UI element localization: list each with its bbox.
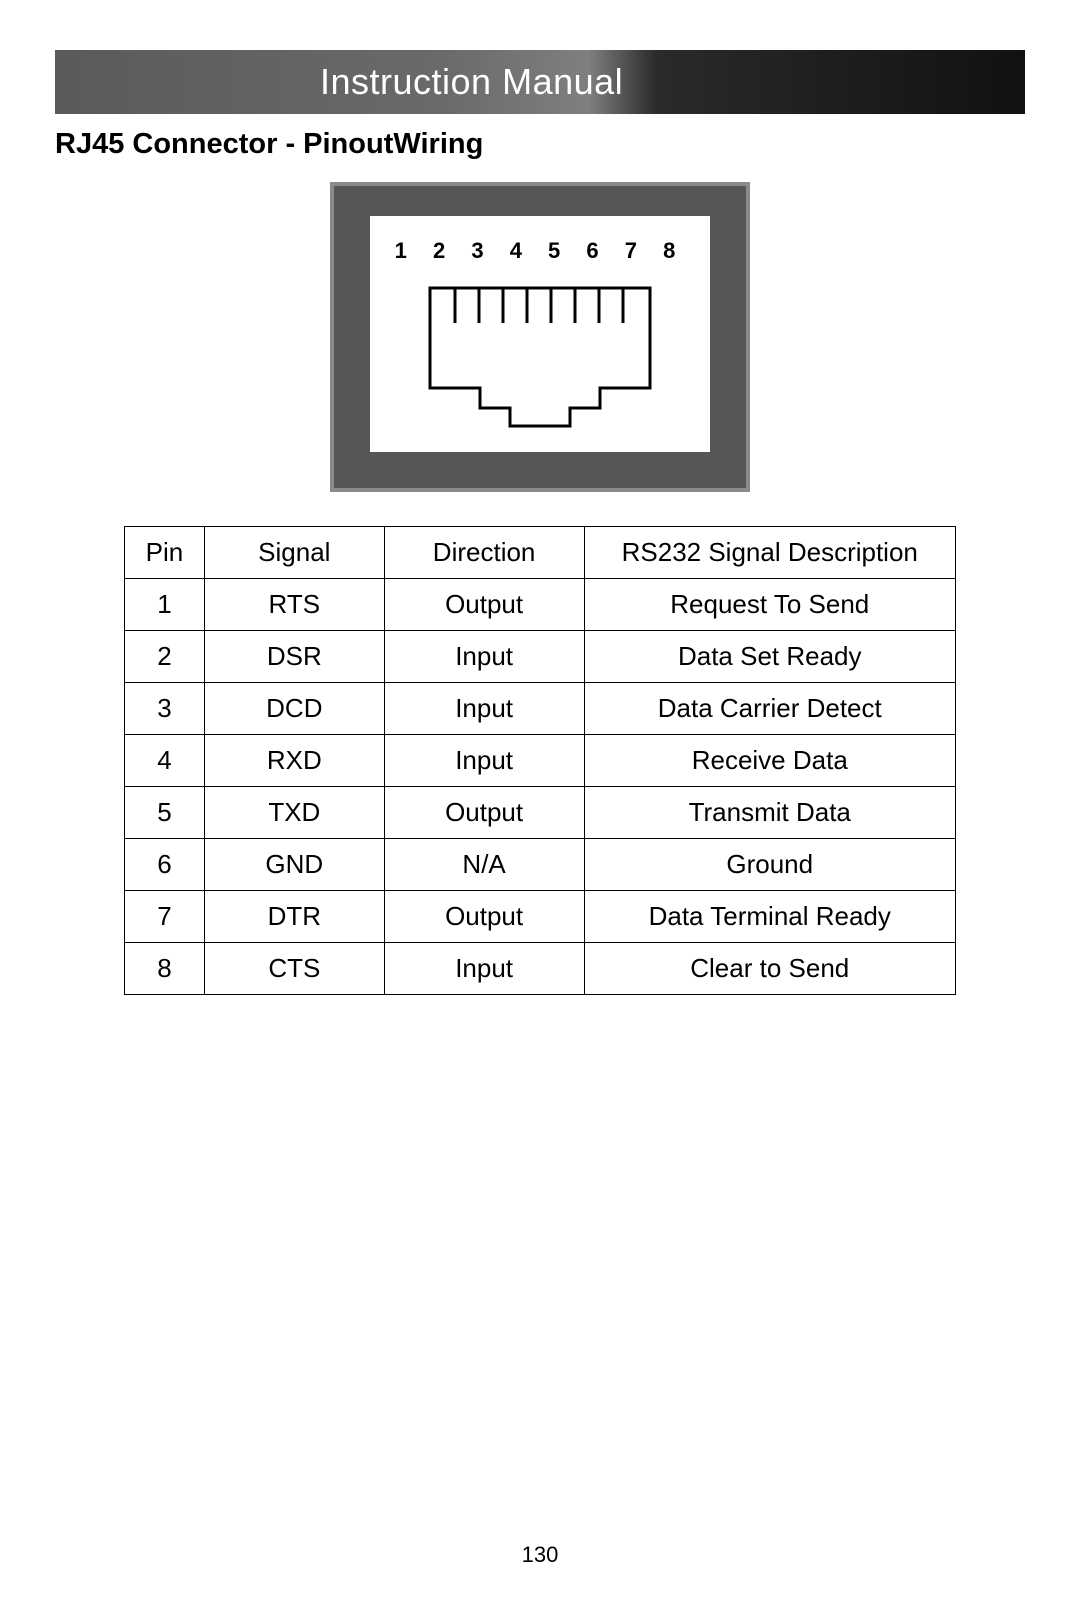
rj45-connector-icon bbox=[410, 268, 670, 438]
table-cell: Output bbox=[384, 579, 584, 631]
table-cell: Input bbox=[384, 683, 584, 735]
table-cell: GND bbox=[204, 839, 384, 891]
table-cell: 6 bbox=[125, 839, 205, 891]
table-cell: DSR bbox=[204, 631, 384, 683]
table-cell: 8 bbox=[125, 943, 205, 995]
col-header-description: RS232 Signal Description bbox=[584, 527, 956, 579]
page-number: 130 bbox=[0, 1542, 1080, 1568]
table-cell: 2 bbox=[125, 631, 205, 683]
table-cell: CTS bbox=[204, 943, 384, 995]
connector-diagram-inner: 1 2 3 4 5 6 7 8 bbox=[370, 216, 710, 452]
table-cell: RTS bbox=[204, 579, 384, 631]
table-row: 2DSRInputData Set Ready bbox=[125, 631, 956, 683]
connector-pin-numbers: 1 2 3 4 5 6 7 8 bbox=[390, 238, 690, 264]
table-cell: Ground bbox=[584, 839, 956, 891]
table-cell: Input bbox=[384, 631, 584, 683]
table-cell: Input bbox=[384, 943, 584, 995]
table-cell: N/A bbox=[384, 839, 584, 891]
table-row: 7DTROutputData Terminal Ready bbox=[125, 891, 956, 943]
col-header-direction: Direction bbox=[384, 527, 584, 579]
table-cell: Request To Send bbox=[584, 579, 956, 631]
table-cell: Data Terminal Ready bbox=[584, 891, 956, 943]
header-bar: Instruction Manual bbox=[55, 50, 1025, 114]
table-cell: 3 bbox=[125, 683, 205, 735]
table-row: 1RTSOutputRequest To Send bbox=[125, 579, 956, 631]
table-cell: Output bbox=[384, 787, 584, 839]
table-cell: 4 bbox=[125, 735, 205, 787]
table-cell: 1 bbox=[125, 579, 205, 631]
table-row: 4RXDInputReceive Data bbox=[125, 735, 956, 787]
col-header-signal: Signal bbox=[204, 527, 384, 579]
table-cell: RXD bbox=[204, 735, 384, 787]
col-header-pin: Pin bbox=[125, 527, 205, 579]
table-cell: Output bbox=[384, 891, 584, 943]
table-row: 8CTSInputClear to Send bbox=[125, 943, 956, 995]
table-cell: Receive Data bbox=[584, 735, 956, 787]
table-cell: Input bbox=[384, 735, 584, 787]
table-row: 5TXDOutputTransmit Data bbox=[125, 787, 956, 839]
table-cell: Data Set Ready bbox=[584, 631, 956, 683]
section-title: RJ45 Connector - PinoutWiring bbox=[55, 128, 483, 161]
table-cell: Transmit Data bbox=[584, 787, 956, 839]
table-header-row: Pin Signal Direction RS232 Signal Descri… bbox=[125, 527, 956, 579]
table-cell: 5 bbox=[125, 787, 205, 839]
connector-diagram-frame: 1 2 3 4 5 6 7 8 bbox=[330, 182, 750, 492]
table-cell: 7 bbox=[125, 891, 205, 943]
table-cell: DCD bbox=[204, 683, 384, 735]
header-title: Instruction Manual bbox=[320, 61, 623, 103]
pinout-table: Pin Signal Direction RS232 Signal Descri… bbox=[124, 526, 956, 995]
pinout-table-body: 1RTSOutputRequest To Send2DSRInputData S… bbox=[125, 579, 956, 995]
table-cell: Clear to Send bbox=[584, 943, 956, 995]
table-cell: Data Carrier Detect bbox=[584, 683, 956, 735]
table-cell: DTR bbox=[204, 891, 384, 943]
table-row: 3DCDInputData Carrier Detect bbox=[125, 683, 956, 735]
table-cell: TXD bbox=[204, 787, 384, 839]
table-row: 6GNDN/AGround bbox=[125, 839, 956, 891]
